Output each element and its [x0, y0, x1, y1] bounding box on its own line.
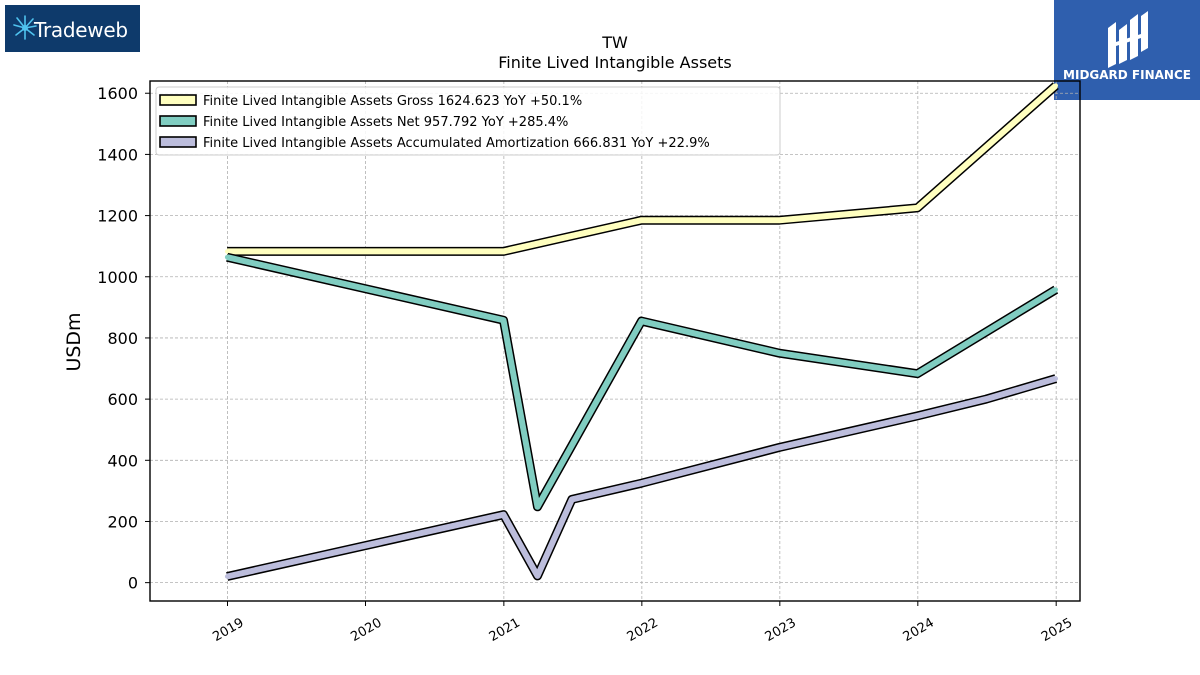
- legend-label: Finite Lived Intangible Assets Net 957.7…: [203, 115, 568, 130]
- data-point: [1053, 287, 1059, 292]
- legend-swatch: [159, 94, 197, 106]
- data-point: [777, 218, 782, 223]
- tradeweb-logo: Tradeweb: [5, 5, 140, 52]
- data-point: [535, 504, 540, 509]
- tradeweb-wordmark: Tradeweb: [34, 18, 128, 42]
- legend-box: [155, 86, 781, 156]
- data-point: [224, 574, 230, 579]
- data-point: [639, 481, 644, 486]
- data-point: [915, 413, 920, 419]
- chart-title: TW: [601, 33, 628, 52]
- x-tick-label: 2022: [625, 615, 661, 645]
- midgard-emblem-icon: [1108, 11, 1148, 68]
- x-tick-label: 2019: [210, 615, 246, 645]
- data-point: [639, 218, 644, 223]
- y-tick-label: 1600: [97, 84, 138, 103]
- data-point: [777, 445, 782, 450]
- legend: Finite Lived Intangible Assets Gross 162…: [155, 86, 781, 156]
- data-point: [224, 249, 230, 254]
- grid-lines: [150, 81, 1080, 601]
- x-tick-label: 2025: [1039, 615, 1075, 645]
- data-point: [535, 573, 540, 579]
- data-point: [501, 512, 506, 517]
- data-point: [501, 249, 506, 254]
- data-point: [1053, 83, 1059, 88]
- y-tick-label: 1200: [97, 207, 138, 226]
- x-tick-label: 2024: [901, 615, 937, 645]
- series-lines: [224, 82, 1059, 581]
- legend-label: Finite Lived Intangible Assets Accumulat…: [203, 136, 710, 151]
- y-tick-label: 400: [107, 451, 138, 470]
- x-tick-label: 2021: [487, 615, 523, 645]
- data-point: [569, 497, 575, 502]
- y-tick-label: 1400: [97, 145, 138, 164]
- legend-swatch: [159, 136, 197, 148]
- data-point: [777, 351, 782, 356]
- data-point: [639, 318, 644, 324]
- x-tick-label: 2020: [348, 615, 384, 645]
- y-tick-label: 0: [128, 574, 138, 593]
- y-tick-label: 800: [107, 329, 138, 348]
- data-point: [915, 205, 920, 211]
- data-point: [984, 396, 989, 402]
- legend-label: Finite Lived Intangible Assets Gross 162…: [203, 94, 582, 109]
- midgard-finance-logo: MIDGARD FINANCE: [1054, 0, 1200, 100]
- data-point: [224, 255, 230, 260]
- tradeweb-burst-icon: [13, 15, 37, 40]
- midgard-wordmark: MIDGARD FINANCE: [1063, 68, 1191, 82]
- y-tick-label: 600: [107, 390, 138, 409]
- x-tick-label: 2023: [763, 615, 799, 645]
- y-tick-label: 200: [107, 512, 138, 531]
- legend-swatch: [159, 115, 197, 127]
- data-point: [915, 371, 920, 376]
- y-tick-label: 1000: [97, 268, 138, 287]
- data-point: [501, 318, 506, 323]
- y-axis-label: USDm: [63, 312, 85, 371]
- plot-frame: [149, 80, 1081, 602]
- data-point: [1053, 376, 1059, 381]
- chart-subtitle: Finite Lived Intangible Assets: [498, 53, 731, 72]
- series-line: [227, 83, 1058, 255]
